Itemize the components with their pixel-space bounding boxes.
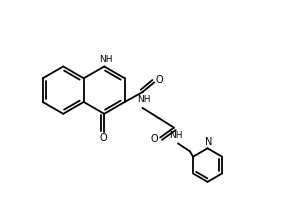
Text: O: O <box>151 134 158 144</box>
Text: O: O <box>99 133 107 143</box>
Text: NH: NH <box>169 131 183 140</box>
Text: N: N <box>205 137 212 147</box>
Text: NH: NH <box>99 55 113 64</box>
Text: NH: NH <box>137 96 150 104</box>
Text: O: O <box>155 75 163 85</box>
